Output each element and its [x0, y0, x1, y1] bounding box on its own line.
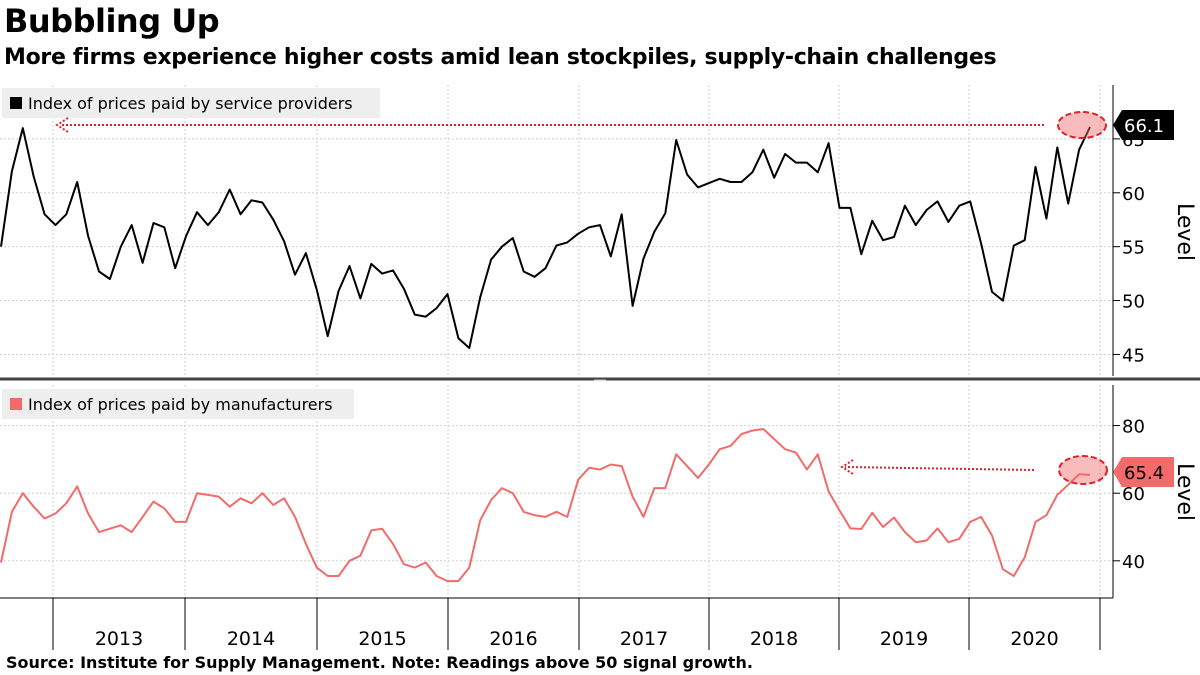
top-y-axis-label: Level — [1172, 203, 1197, 261]
bottom-legend-swatch — [10, 398, 22, 410]
bottom-annotation-arrow — [844, 466, 1035, 471]
bottom-last-value-tag — [1113, 457, 1174, 487]
bottom-y-tick-label: 80 — [1122, 417, 1145, 438]
x-tick-label: 2020 — [1010, 628, 1058, 650]
bottom-legend-label: Index of prices paid by manufacturers — [28, 395, 333, 414]
top-last-value-tag — [1113, 110, 1174, 140]
top-legend-box — [2, 88, 380, 118]
x-tick-label: 2016 — [489, 628, 537, 650]
x-tick-label: 2013 — [95, 628, 143, 650]
bottom-legend-box — [2, 389, 354, 419]
bottom-annotation — [840, 455, 1108, 485]
bottom-y-ticks: 40 60 80 — [1113, 417, 1145, 573]
top-last-value-callout: 66.1 — [1113, 110, 1174, 140]
bottom-annotation-arrowhead — [840, 459, 854, 475]
x-tick-label: 2019 — [880, 628, 928, 650]
bottom-annotation-circle — [1058, 455, 1108, 485]
top-y-tick-label: 55 — [1122, 238, 1145, 259]
top-y-tick-label: 60 — [1122, 184, 1145, 205]
manufacturing-series-line — [0, 428, 1091, 583]
top-annotation-arrowhead — [55, 117, 69, 133]
top-y-tick-label: 45 — [1122, 345, 1145, 366]
bottom-y-tick-label: 60 — [1122, 484, 1145, 505]
bottom-last-value-callout: 65.4 — [1113, 457, 1174, 487]
source-note: Source: Institute for Supply Management.… — [6, 653, 753, 672]
x-tick-label: 2014 — [227, 628, 275, 650]
chart-subtitle: More firms experience higher costs amid … — [4, 45, 997, 70]
bottom-panel-grid — [0, 385, 1113, 598]
x-tick-label: 2015 — [358, 628, 406, 650]
services-series-line — [0, 126, 1091, 349]
x-tick-label: 2017 — [620, 628, 668, 650]
chart-title: Bubbling Up — [4, 2, 220, 40]
top-y-tick-label: 50 — [1122, 292, 1145, 313]
bottom-y-tick-label: 40 — [1122, 552, 1145, 573]
x-ticks: 2013 2014 2015 2016 2017 2018 2019 2020 — [52, 598, 1101, 650]
bottom-last-value: 65.4 — [1124, 463, 1164, 484]
top-legend-label: Index of prices paid by service provider… — [28, 94, 353, 113]
top-annotation-circle — [1057, 111, 1107, 139]
x-tick-label: 2018 — [750, 628, 798, 650]
top-panel-grid — [0, 85, 1113, 376]
top-legend-swatch — [10, 97, 22, 109]
bottom-y-axis-label: Level — [1172, 463, 1197, 521]
top-last-value: 66.1 — [1124, 116, 1164, 137]
top-annotation — [55, 111, 1107, 139]
